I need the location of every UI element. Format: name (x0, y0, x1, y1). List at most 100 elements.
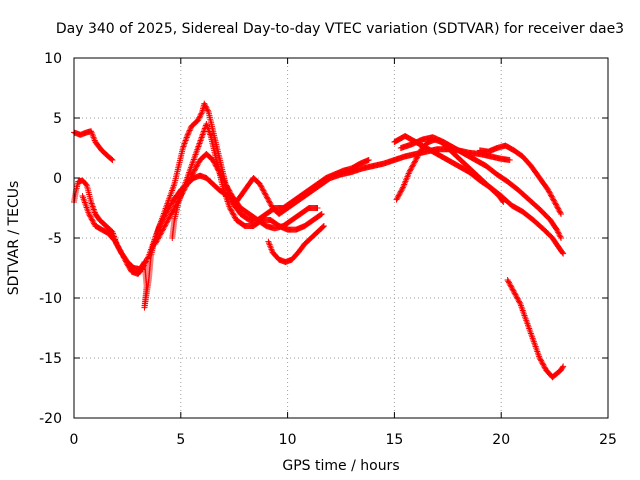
data-point (226, 205, 233, 211)
data-point (224, 185, 231, 191)
data-point (114, 242, 121, 249)
data-point (508, 285, 515, 291)
data-point (556, 232, 563, 239)
x-tick-label: 25 (599, 432, 617, 448)
data-point (216, 169, 223, 175)
data-point (550, 197, 557, 204)
data-point (186, 177, 193, 183)
data-point (158, 229, 165, 235)
data-point (170, 206, 177, 213)
data-point (212, 162, 219, 169)
data-point (196, 114, 203, 121)
data-point (539, 360, 546, 367)
data-point (258, 183, 265, 190)
data-point (553, 226, 560, 233)
data-point (140, 260, 147, 267)
data-point (167, 201, 174, 208)
data-point (176, 195, 183, 202)
data-point (182, 183, 189, 190)
data-point (164, 217, 171, 223)
data-point (184, 133, 191, 139)
data-point (408, 165, 415, 171)
data-point (406, 169, 413, 175)
data-point (86, 212, 93, 219)
data-point (111, 237, 118, 244)
data-point (409, 162, 416, 169)
data-point (505, 278, 512, 285)
series-arc-9 (397, 134, 565, 241)
series-arc-11 (504, 277, 567, 381)
data-point (116, 246, 123, 253)
data-point (187, 174, 194, 181)
data-point (185, 130, 192, 137)
data-point (209, 157, 216, 163)
data-point (178, 191, 185, 198)
data-point (189, 170, 196, 177)
data-point (509, 286, 516, 293)
data-point (551, 199, 558, 205)
data-point (515, 297, 522, 303)
data-point (194, 161, 201, 167)
data-point (203, 104, 210, 111)
data-point (202, 102, 209, 108)
data-point (555, 205, 562, 212)
data-point (164, 218, 171, 225)
data-point (160, 225, 167, 231)
data-point (317, 211, 324, 218)
x-tick-label: 15 (385, 432, 403, 448)
data-point (261, 189, 268, 195)
data-point (550, 196, 557, 203)
data-point (219, 175, 226, 182)
data-point (163, 219, 170, 226)
series-arc-6 (265, 223, 327, 265)
data-point (409, 163, 416, 170)
data-point (314, 205, 321, 211)
data-point (154, 237, 161, 243)
data-point (197, 111, 204, 118)
y-tick-label: 10 (44, 51, 62, 67)
data-point (215, 167, 222, 174)
data-point (113, 241, 120, 248)
data-point (318, 211, 325, 217)
data-point (536, 355, 543, 361)
data-point (184, 131, 191, 138)
data-point (225, 186, 232, 193)
data-point (88, 216, 95, 223)
data-point (506, 279, 513, 286)
data-points (71, 100, 567, 381)
data-point (320, 223, 327, 230)
data-point (514, 295, 521, 302)
data-point (395, 192, 402, 199)
series-arc-10 (476, 142, 565, 217)
data-point (265, 197, 272, 203)
data-point (393, 196, 400, 203)
data-point (417, 149, 424, 155)
data-point (204, 106, 211, 113)
data-point (394, 195, 401, 202)
data-point (109, 157, 116, 163)
x-tick-label: 0 (70, 432, 79, 448)
series-arc-5 (152, 151, 321, 247)
data-point (88, 215, 95, 221)
data-point (256, 181, 263, 187)
axis-ticks: 0 5 10 15 20 25 -20 -15 -10 -5 0 5 10 (39, 51, 617, 448)
data-point (90, 220, 97, 227)
data-point (169, 207, 176, 214)
data-point (144, 255, 151, 262)
data-point (506, 157, 513, 163)
data-point (415, 151, 422, 158)
data-point (113, 240, 120, 247)
data-point (560, 363, 567, 370)
data-point (397, 188, 404, 195)
data-point (204, 107, 211, 114)
data-point (89, 217, 96, 224)
data-point (197, 113, 204, 120)
data-point (513, 294, 520, 301)
data-point (189, 171, 196, 178)
data-point (157, 231, 164, 238)
data-point (558, 211, 565, 217)
data-point (174, 198, 181, 205)
data-point (174, 199, 181, 206)
data-point (172, 203, 179, 210)
data-point (187, 175, 194, 182)
